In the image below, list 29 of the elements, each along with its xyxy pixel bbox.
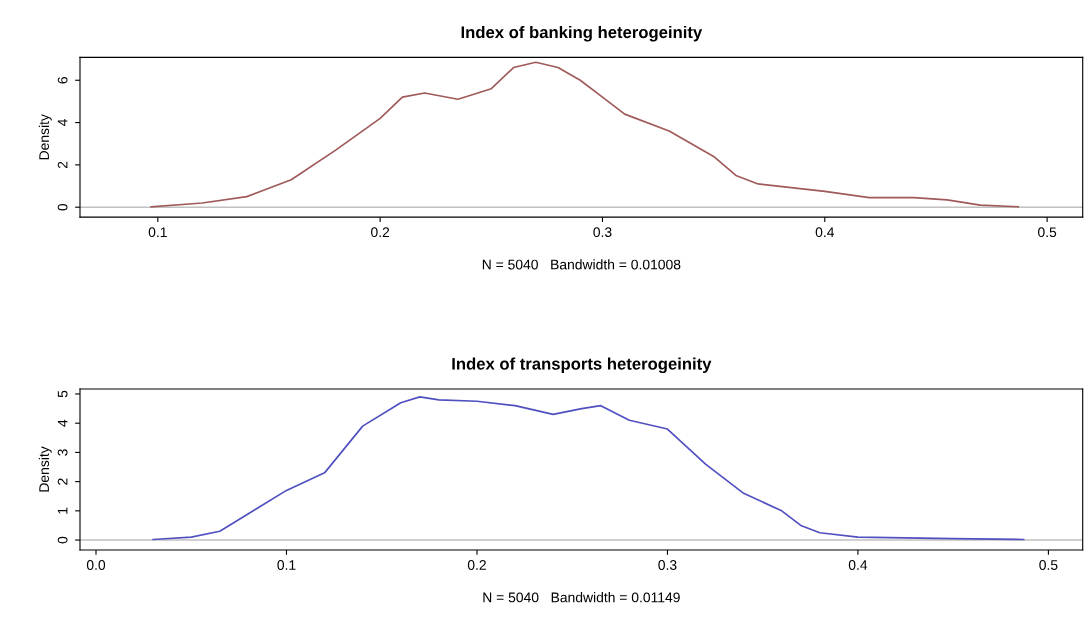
x-axis-title: N = 5040 Bandwidth = 0.01008: [482, 259, 681, 270]
x-tick-label: 0.2: [467, 560, 486, 570]
x-tick-label: 0.2: [371, 227, 390, 238]
y-axis-title: Density: [38, 446, 52, 492]
y-tick-label: 3: [57, 449, 68, 456]
x-tick-label: 0.3: [593, 227, 612, 238]
x-tick-label: 0.1: [277, 560, 296, 570]
y-tick-label: 5: [57, 390, 68, 398]
x-tick-label: 0.4: [848, 560, 868, 570]
y-axis-title: Density: [38, 114, 52, 160]
line-series: [150, 61, 1020, 208]
line-series: [152, 396, 1025, 541]
x-tick-label: 0.5: [1038, 227, 1057, 238]
x-tick-label: 0.3: [658, 560, 677, 570]
y-tick-label: 4: [57, 119, 68, 127]
chart-title: Index of transports heterogeinity: [452, 357, 712, 374]
y-tick-label: 6: [57, 77, 68, 84]
x-tick-label: 0.5: [1039, 560, 1058, 570]
y-tick-label: 0: [57, 536, 68, 544]
chart-title: Index of banking heterogeinity: [461, 25, 703, 42]
x-tick-label: 0.0: [86, 560, 106, 570]
y-tick-label: 2: [57, 478, 68, 485]
x-tick-label: 0.1: [148, 227, 167, 238]
y-tick-label: 4: [57, 419, 68, 427]
y-tick-label: 0: [57, 203, 68, 211]
x-axis-title: N = 5040 Bandwidth = 0.01149: [483, 592, 680, 603]
y-tick-label: 2: [57, 161, 68, 169]
y-tick-label: 1: [57, 507, 68, 514]
x-tick-label: 0.4: [815, 227, 835, 238]
